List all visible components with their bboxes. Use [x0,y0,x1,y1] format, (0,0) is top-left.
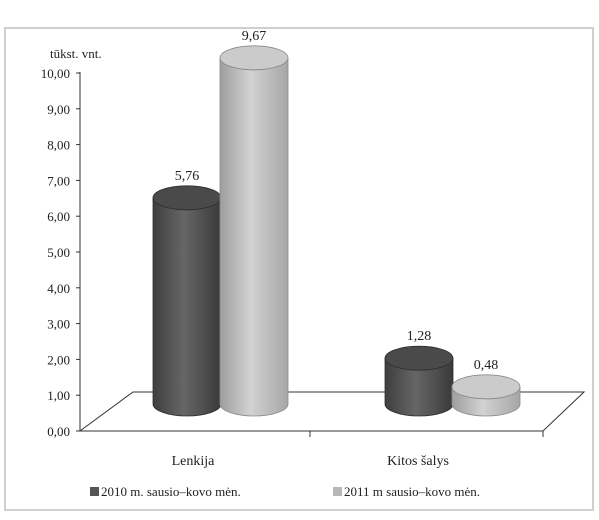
value-label-c0s0: 5,76 [175,169,200,184]
bar-body-c0s0 [152,197,222,417]
y-tick-label-5: 5,00 [47,245,70,260]
value-label-c0s1: 9,67 [242,29,267,44]
chart-border [4,27,594,511]
y-tick-label-10: 10,00 [41,66,70,81]
bar-top-c0s0 [152,185,222,211]
category-label-lenkija: Lenkija [172,454,216,469]
bar-body-c0s1 [219,57,289,417]
y-axis-label: tūkst. vnt. [50,46,102,61]
legend-label-2010: 2010 m. sausio–kovo mėn. [101,484,241,499]
legend-label-2011: 2011 m sausio–kovo mėn. [344,484,480,499]
y-tick-label-6: 6,00 [47,209,70,224]
y-tick-label-7: 7,00 [47,173,70,188]
y-tick-label-3: 3,00 [47,317,70,332]
bar-top-c1s1 [451,374,521,400]
y-tick-label-9: 9,00 [47,102,70,117]
bar-top-c0s1 [219,45,289,71]
bars [152,45,521,417]
legend: 2010 m. sausio–kovo mėn. 2011 m sausio–k… [90,484,480,499]
y-tick-label-8: 8,00 [47,138,70,153]
legend-swatch-2011 [333,487,342,496]
y-tick-label-2: 2,00 [47,352,70,367]
y-tick-label-1: 1,00 [47,388,70,403]
bar-top-c1s0 [384,345,454,371]
legend-swatch-2010 [90,487,99,496]
category-label-kitos-salys: Kitos šalys [387,454,449,469]
y-ticks: 0,00 1,00 2,00 3,00 4,00 5,00 6,00 7,00 8,00 9,00… [41,66,80,439]
value-label-c1s1: 0,48 [474,358,499,373]
y-tick-label-0: 0,00 [47,424,70,439]
y-tick-label-4: 4,00 [47,281,70,296]
value-label-c1s0: 1,28 [407,329,432,344]
value-labels: 5,76 9,67 1,28 0,48 [175,29,499,373]
